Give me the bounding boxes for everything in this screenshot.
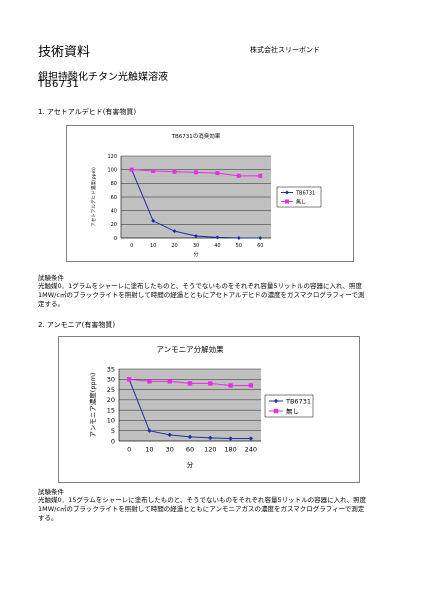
c1-y-tick-label: 100 [107,167,117,173]
c2-x-tick-label: 10 [145,446,153,454]
c1-x-axis-label: 分 [193,251,198,258]
conditions-label-2: 試験条件 [38,488,64,496]
c1-y-axis-label: アセトアルデヒド濃度(ppm) [90,167,97,227]
c2-data-point-1 [147,379,152,384]
c1-data-point-0 [236,236,241,240]
c1-y-tick-label: 40 [111,208,117,214]
c1-data-point-0 [258,236,263,240]
c1-legend-label-1: 無し [296,198,306,205]
product-code: TB6731 [38,79,80,90]
c2-plot-area [119,369,261,441]
c1-y-tick-label: 80 [111,181,117,187]
c2-data-point-1 [248,383,254,388]
c2-data-point-1 [126,377,132,382]
section-heading-ammonia: 2. アンモニア(有害物質) [38,321,116,329]
conditions-text-2: 光触媒0．15グラムをシャーレに塗布したものと、そうでないものをそれぞれ容量5リ… [38,496,367,522]
document-title: 技術資料 [38,45,91,60]
c1-data-point-1 [172,169,177,174]
c2-data-point-0 [187,434,193,440]
c2-legend-label-1: 無し [286,406,299,415]
c1-data-point-1 [129,167,134,172]
c2-x-tick-label: 240 [245,446,257,454]
c1-x-tick-label: 0 [130,243,133,249]
c1-x-tick-label: 30 [193,243,199,249]
c2-data-point-0 [228,436,233,441]
c1-data-point-1 [151,169,156,174]
c2-y-axis-label: アンモニア濃度(ppm) [88,373,97,438]
c2-data-point-0 [167,432,172,438]
c2-y-tick-label: 15 [107,406,115,414]
c2-y-tick-label: 25 [107,386,115,394]
c1-legend-marker-1 [285,199,289,204]
company-name: 株式会社スリーボンド [250,46,320,54]
c1-data-point-1 [258,173,263,178]
c2-x-tick-label: 0 [127,446,131,454]
c2-x-tick-label: 180 [224,446,236,454]
c2-x-tick-label: 30 [166,446,174,454]
c1-x-tick-label: 10 [150,243,156,249]
c1-data-point-0 [172,229,177,234]
acetaldehyde-chart-frame: TB6731の消臭効果 0 20 40 60 80 100 120 0 10 20 30 40 50 60 分… [66,125,354,262]
conditions-label-1: 試験条件 [38,274,64,282]
c2-data-point-0 [147,428,152,433]
c1-y-tick-label: 0 [114,236,117,242]
c2-x-tick-label: 120 [204,446,216,454]
c2-legend-marker-0 [273,398,279,404]
c1-data-point-1 [215,171,220,176]
c2-data-point-1 [167,379,172,384]
c2-x-tick-label: 60 [186,446,194,454]
c2-y-tick-label: 35 [107,365,115,373]
c1-x-tick-label: 20 [171,243,177,249]
c2-chart-title: アンモニア分解効果 [156,344,224,354]
c1-x-tick-label: 50 [236,243,242,249]
acetaldehyde-chart: TB6731の消臭効果 0 20 40 60 80 100 120 0 10 20 30 40 50 60 分… [90,132,322,258]
c2-x-axis-label: 分 [187,460,194,469]
c2-y-tick-label: 5 [111,427,115,435]
c2-y-tick-label: 10 [107,417,115,425]
c1-chart-title: TB6731の消臭効果 [171,132,221,140]
c2-y-tick-label: 30 [107,376,115,384]
ammonia-chart: アンモニア分解効果 0 5 10 15 20 25 30 35 0 10 30 60 120 180 240 分… [88,344,314,469]
ammonia-chart-frame: アンモニア分解効果 0 5 10 15 20 25 30 35 0 10 30 60 120 180 240 分… [58,336,360,483]
c1-x-tick-label: 60 [257,243,263,249]
c1-data-point-0 [151,218,156,223]
c1-y-tick-label: 120 [107,154,117,160]
c2-legend-marker-1 [273,408,279,414]
section-heading-acetaldehyde: 1. アセトアルデヒド(有害物質) [38,108,137,116]
c2-data-point-1 [228,383,233,388]
c2-data-point-0 [248,436,254,441]
product-name: 銀担持酸化チタン光触媒溶液 [38,72,168,83]
c1-y-tick-label: 60 [111,195,117,201]
c2-data-point-1 [208,381,213,386]
c2-y-tick-label: 0 [111,437,115,445]
conditions-text-1: 光触媒0．1グラムをシャーレに塗布したものと、そうでないものをそれぞれ容量5リッ… [38,282,365,308]
c2-data-point-1 [187,381,193,386]
c1-data-point-0 [215,235,220,240]
c1-data-point-1 [194,170,198,175]
c1-legend-marker-0 [285,190,289,195]
c1-y-tick-label: 20 [111,222,117,228]
c1-data-point-0 [194,233,198,238]
c1-x-tick-label: 40 [214,243,220,249]
c2-data-point-0 [208,435,213,441]
c1-legend-label-0: TB6731 [295,190,315,196]
c2-legend-label-0: TB6731 [285,397,311,405]
c2-y-tick-label: 20 [107,396,115,404]
c1-data-point-1 [236,173,241,178]
